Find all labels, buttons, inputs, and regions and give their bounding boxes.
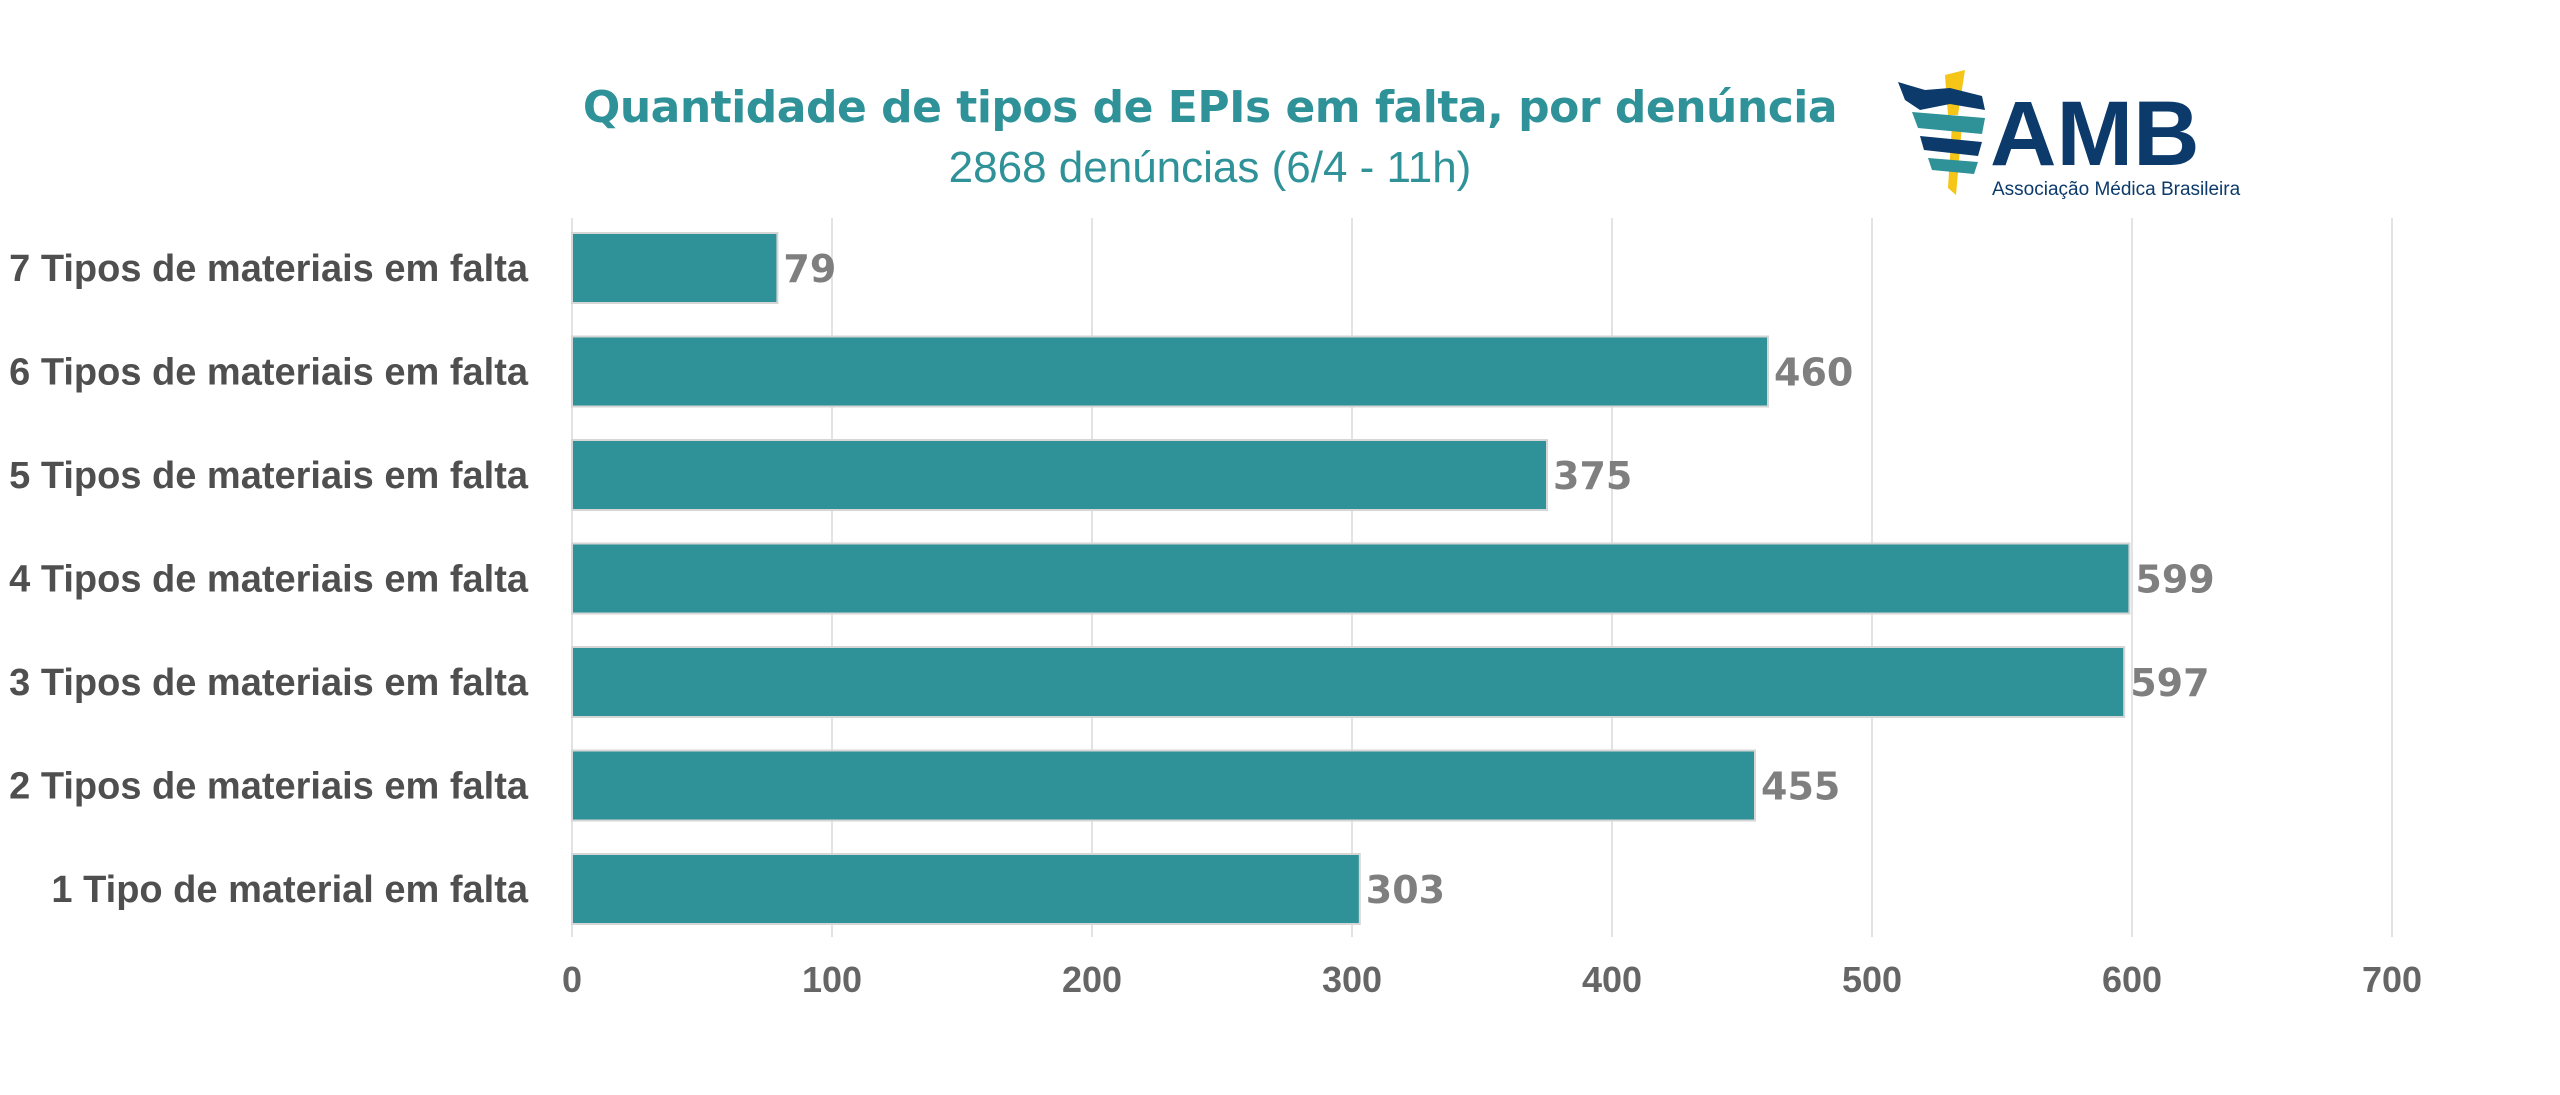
x-axis-tick-labels: 0 100 200 300 400 500 600 700 [562, 959, 2422, 1000]
x-tick-label: 600 [2102, 959, 2162, 1000]
chart-subtitle: 2868 denúncias (6/4 - 11h) [948, 143, 1472, 192]
bars [571, 232, 2131, 925]
logo-tagline: Associação Médica Brasileira [1992, 179, 2241, 200]
category-label: 7 Tipos de materiais em falta [9, 248, 529, 290]
category-labels: 7 Tipos de materiais em falta 6 Tipos de … [9, 248, 529, 911]
x-tick-label: 500 [1842, 959, 1902, 1000]
x-tick-label: 400 [1582, 959, 1642, 1000]
x-tick-label: 300 [1322, 959, 1382, 1000]
category-label: 5 Tipos de materiais em falta [9, 455, 529, 497]
logo-text: AMB [1990, 83, 2200, 185]
bar [571, 439, 1548, 511]
bar [571, 749, 1756, 822]
bar [571, 646, 2126, 718]
bar [571, 232, 779, 304]
category-label: 1 Tipo de material em falta [51, 869, 528, 911]
bar [571, 335, 1769, 408]
data-label: 455 [1761, 765, 1840, 809]
x-tick-label: 100 [802, 959, 862, 1000]
data-label: 599 [2135, 558, 2214, 602]
category-label: 3 Tipos de materiais em falta [9, 662, 529, 704]
data-label: 375 [1553, 454, 1632, 498]
data-labels: 79 460 375 599 597 455 303 [783, 247, 2214, 912]
data-label: 79 [783, 247, 836, 291]
x-tick-label: 700 [2362, 959, 2422, 1000]
data-label: 303 [1366, 868, 1445, 912]
bar [571, 853, 1361, 925]
data-label: 597 [2130, 661, 2209, 705]
chart-title: Quantidade de tipos de EPIs em falta, po… [582, 82, 1838, 133]
x-tick-label: 0 [562, 959, 582, 1000]
bar [571, 542, 2131, 615]
data-label: 460 [1774, 351, 1853, 395]
category-label: 6 Tipos de materiais em falta [9, 352, 529, 394]
category-label: 2 Tipos de materiais em falta [9, 766, 529, 808]
x-tick-label: 200 [1062, 959, 1122, 1000]
category-label: 4 Tipos de materiais em falta [9, 559, 529, 601]
caduceus-icon [1898, 70, 1985, 195]
amb-logo: AMB Associação Médica Brasileira [1898, 70, 2241, 200]
